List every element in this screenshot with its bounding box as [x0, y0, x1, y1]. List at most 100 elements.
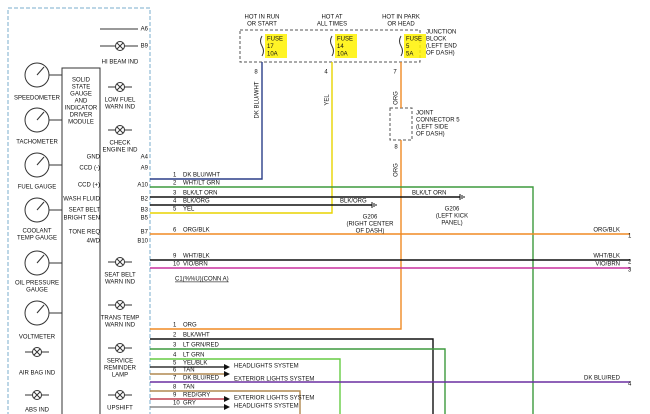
- wire: [150, 140, 402, 330]
- arrow: [224, 371, 230, 377]
- fuse: [260, 35, 264, 57]
- wire-label: YEL: [183, 207, 195, 213]
- wire-label: TAN: [183, 385, 195, 391]
- pin-label: 8: [254, 70, 258, 76]
- wire-number: 4: [173, 199, 177, 205]
- fuse-label: FUSE: [337, 37, 353, 43]
- fuse-label: 10A: [267, 52, 278, 58]
- junction-label: BLOCK: [426, 37, 446, 43]
- lamp-x: [116, 344, 124, 352]
- gauge-label: COOLANT: [22, 229, 51, 235]
- wire-label: BLK/LT ORN: [412, 191, 446, 197]
- module-label: INDICATOR: [65, 106, 98, 112]
- gauge-label: SPEEDOMETER: [14, 96, 61, 102]
- module-label: STATE: [72, 85, 90, 91]
- arrow: [224, 404, 230, 410]
- feed-label: ALL TIMES: [317, 22, 347, 28]
- fuse: [399, 35, 403, 57]
- destination-label: EXTERIOR LIGHTS SYSTEM: [234, 396, 314, 402]
- wire-label: DK BLU/WHT: [255, 81, 261, 118]
- ground: [459, 194, 465, 200]
- ground-label: OF DASH): [356, 229, 385, 235]
- wire-label: WHT/BLK: [593, 254, 620, 260]
- lamp-label: SEAT BELT: [104, 273, 136, 279]
- lamp-x: [116, 126, 124, 134]
- pin-label: 7: [393, 70, 397, 76]
- gauge-needle: [36, 201, 45, 211]
- feed-label: HOT IN RUN: [245, 15, 280, 21]
- pin-label: A10: [137, 183, 148, 189]
- lamp-x: [33, 391, 41, 399]
- lamp-x: [116, 301, 124, 309]
- arrow: [224, 396, 230, 402]
- wire-number: 1: [173, 323, 177, 329]
- wire-number: 4: [173, 353, 177, 359]
- gauge-needle: [36, 254, 45, 264]
- ground-label: G206: [363, 215, 378, 221]
- junction-label: JUNCTION: [426, 30, 456, 36]
- pin-label: 4: [628, 382, 632, 388]
- wire-label: BLK/ORG: [183, 199, 210, 205]
- pin-name: CCD (-): [79, 166, 100, 172]
- pin-name: CCD (+): [78, 183, 100, 189]
- wire-number: 3: [173, 343, 177, 349]
- wire-number: 10: [173, 262, 180, 268]
- ground-label: PANEL): [441, 221, 462, 227]
- lamp-label: WARN IND: [105, 105, 136, 111]
- gauge-label: GAUGE: [26, 288, 48, 294]
- joint-label: CONNECTOR 5: [416, 118, 460, 124]
- lamp-label: ABS IND: [25, 408, 50, 414]
- pin-label: 3: [628, 268, 632, 274]
- wire-label: LT GRN/RED: [183, 343, 219, 349]
- gauge-needle: [36, 66, 45, 76]
- wire: [150, 390, 301, 414]
- pin-label: A6: [141, 27, 149, 33]
- lamp-label: TRANS TEMP: [101, 316, 140, 322]
- pin-label: A4: [141, 155, 149, 161]
- ground: [371, 202, 377, 208]
- junction-label: (LEFT END: [426, 44, 458, 50]
- wire: [150, 62, 333, 214]
- fuse: [330, 35, 334, 57]
- wire-number: 8: [173, 385, 177, 391]
- lamp-label: LAMP: [112, 373, 128, 379]
- fuse-label: FUSE: [267, 37, 283, 43]
- wire-number: 6: [173, 368, 177, 374]
- wire-label: RED/GRY: [183, 393, 210, 399]
- wire-number: 3: [173, 191, 177, 197]
- junction-label: OF DASH): [426, 51, 455, 57]
- pin-label: 8: [394, 145, 398, 151]
- pin-label: B7: [141, 230, 149, 236]
- joint-label: (LEFT SIDE: [416, 125, 448, 131]
- connector-label: C1(%%U)(CONN A): [175, 277, 229, 283]
- wire-number: 7: [173, 376, 177, 382]
- module-label: SOLID: [72, 78, 91, 84]
- fuse-label: 5A: [406, 52, 413, 58]
- lamp-x: [116, 258, 124, 266]
- gauge-label: TACHOMETER: [16, 140, 58, 146]
- module-box: [61, 67, 101, 414]
- feed-label: OR START: [247, 22, 277, 28]
- pin-label: 2: [628, 260, 632, 266]
- lamp-x: [33, 348, 41, 356]
- pin-name: TONE REQ: [69, 230, 101, 236]
- lamp-label: CHECK: [109, 141, 130, 147]
- pin-name: 4WD: [87, 239, 101, 245]
- wire: [150, 62, 263, 180]
- joint-box: [389, 107, 413, 141]
- ground-label: (RIGHT CENTER: [347, 222, 395, 228]
- pin-label: B3: [141, 208, 149, 214]
- wire-number: 6: [173, 228, 177, 234]
- gauge-needle: [36, 111, 45, 121]
- module-label: DRIVER: [70, 113, 93, 119]
- fuse-highlight: [265, 34, 287, 58]
- destination-label: HEADLIGHTS SYSTEM: [234, 404, 299, 410]
- ground-label: (LEFT KICK: [436, 214, 468, 220]
- pin-label: 4: [324, 70, 328, 76]
- lamp-x: [116, 42, 124, 50]
- wire-label: YEL: [325, 94, 331, 106]
- module-label: GAUGE: [70, 92, 92, 98]
- module-label: AND: [75, 99, 88, 105]
- wire: [150, 186, 534, 414]
